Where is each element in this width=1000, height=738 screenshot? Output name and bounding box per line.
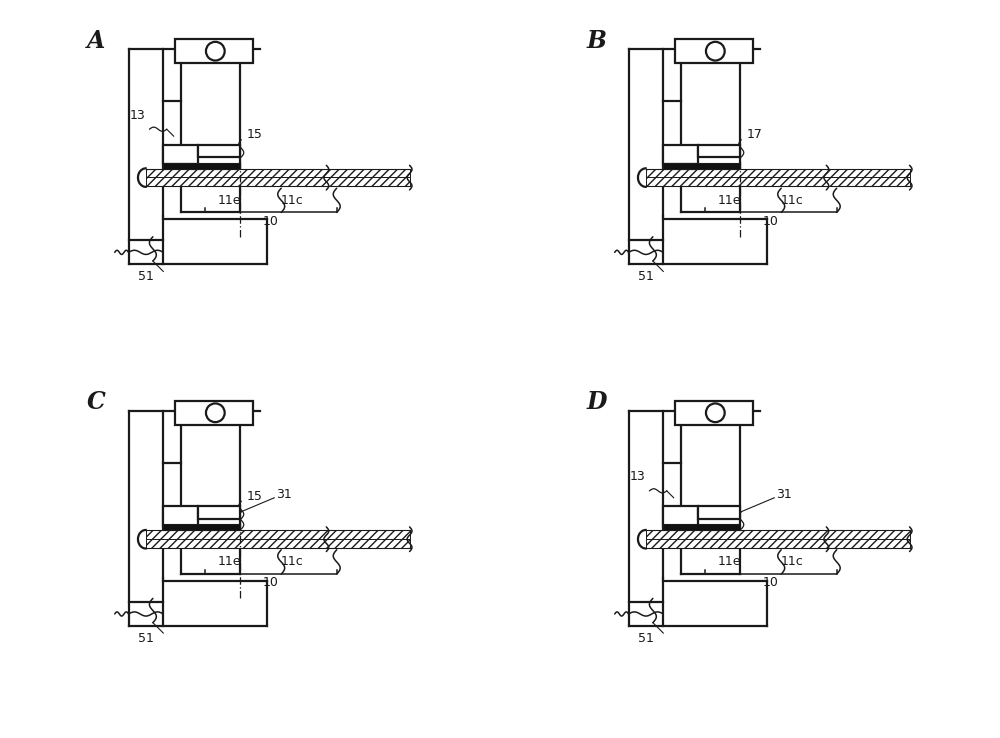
Bar [163,524,240,531]
Text: 31: 31 [776,488,792,501]
Bar [146,531,410,539]
Text: 11e: 11e [217,556,241,568]
Bar [198,506,240,519]
Bar [663,524,740,531]
Text: 11e: 11e [717,556,741,568]
Text: 15: 15 [247,489,262,503]
Text: B: B [587,29,607,52]
Text: 11c: 11c [280,556,303,568]
Text: 13: 13 [629,470,645,483]
Bar [663,506,698,525]
Text: 11e: 11e [717,194,741,207]
Text: 13: 13 [129,108,145,122]
Bar [698,506,740,519]
Text: 11e: 11e [217,194,241,207]
Bar [163,162,240,169]
Circle shape [206,42,225,61]
Text: 11c: 11c [280,194,303,207]
Text: 51: 51 [138,632,154,645]
Bar [175,401,253,425]
Bar [646,177,910,187]
Bar [646,169,910,177]
Bar [663,145,698,164]
Text: 11c: 11c [780,556,803,568]
Bar [146,539,410,548]
Text: 17: 17 [747,128,762,141]
Text: 10: 10 [763,576,779,589]
Text: 11c: 11c [780,194,803,207]
Text: 31: 31 [276,488,292,501]
Text: D: D [587,390,607,414]
Text: 51: 51 [138,270,154,283]
Bar [698,145,740,157]
Text: C: C [87,390,106,414]
Bar [163,145,198,164]
Bar [675,39,753,63]
Bar [163,506,198,525]
Bar [175,39,253,63]
Text: 51: 51 [638,270,654,283]
Text: 10: 10 [263,215,279,227]
Bar [646,531,910,539]
Bar [146,177,410,187]
Circle shape [706,42,725,61]
Circle shape [706,404,725,422]
Text: 10: 10 [263,576,279,589]
Text: 15: 15 [247,128,262,141]
Bar [675,401,753,425]
Bar [146,169,410,177]
Text: 10: 10 [763,215,779,227]
Circle shape [206,404,225,422]
Bar [646,539,910,548]
Text: A: A [87,29,105,52]
Bar [198,145,240,157]
Text: 51: 51 [638,632,654,645]
Bar [663,162,740,169]
